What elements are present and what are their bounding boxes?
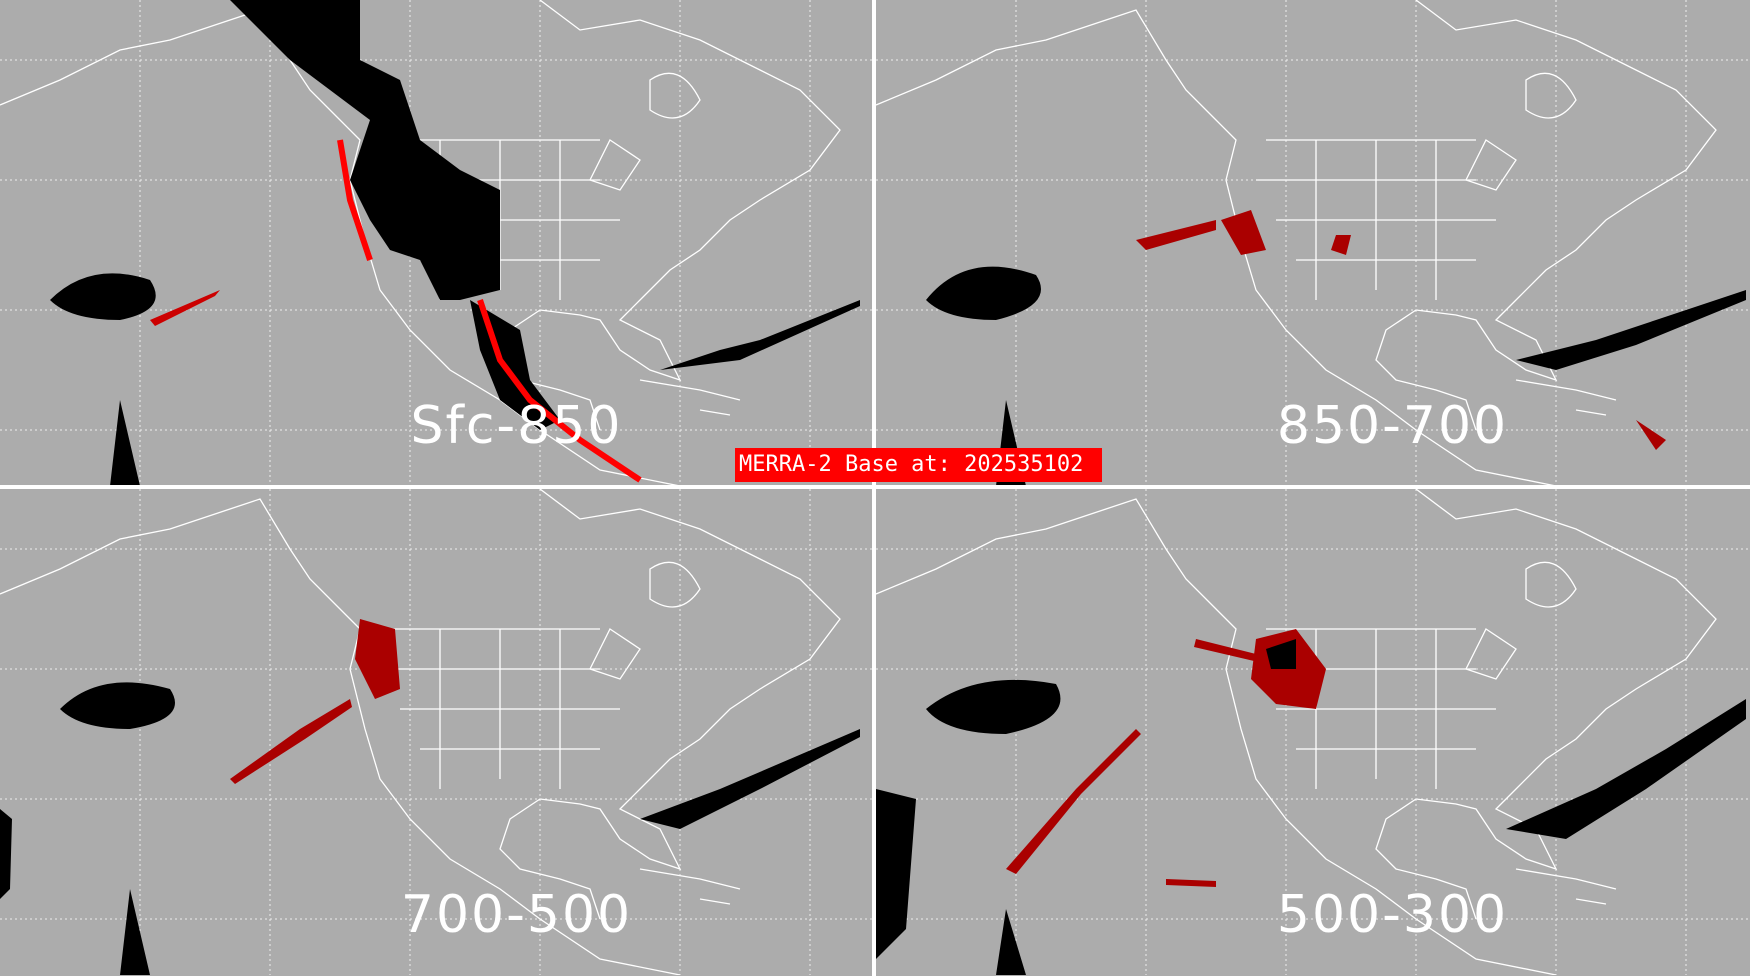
- high-region: [50, 273, 156, 486]
- low-region: [1136, 210, 1266, 255]
- high-region: [0, 682, 175, 975]
- map-500-300: [876, 489, 1749, 975]
- panel-label: 700-500: [400, 885, 633, 945]
- high-region: [1266, 639, 1296, 669]
- map-panel-700-500: 700-500: [0, 489, 873, 975]
- panel-label: Sfc-850: [410, 396, 623, 456]
- map-850-700: [876, 0, 1749, 486]
- high-region: [230, 0, 500, 300]
- panel-label: 850-700: [1276, 396, 1509, 456]
- panel-label: 500-300: [1276, 885, 1509, 945]
- high-region: [876, 679, 1061, 975]
- low-region: [355, 619, 400, 699]
- map-panel-500-300: 500-300: [876, 489, 1749, 975]
- map-panel-sfc-850: Sfc-850: [0, 0, 873, 486]
- map-panel-850-700: 850-700: [876, 0, 1749, 486]
- horizontal-divider: [0, 485, 1750, 489]
- high-region: [1516, 290, 1746, 370]
- low-region: [1194, 629, 1326, 709]
- high-region: [926, 266, 1041, 486]
- high-region: [1506, 699, 1746, 839]
- high-region: [640, 729, 860, 829]
- low-region: [1636, 420, 1666, 450]
- low-region: [1006, 729, 1216, 887]
- map-sfc-850: [0, 0, 873, 486]
- low-region: [230, 699, 352, 784]
- map-700-500: [0, 489, 873, 975]
- medium-region: [150, 290, 220, 326]
- low-region: [1331, 235, 1351, 255]
- medium-region: [337, 139, 642, 483]
- base-time-banner: MERRA-2 Base at: 202535102: [735, 448, 1102, 482]
